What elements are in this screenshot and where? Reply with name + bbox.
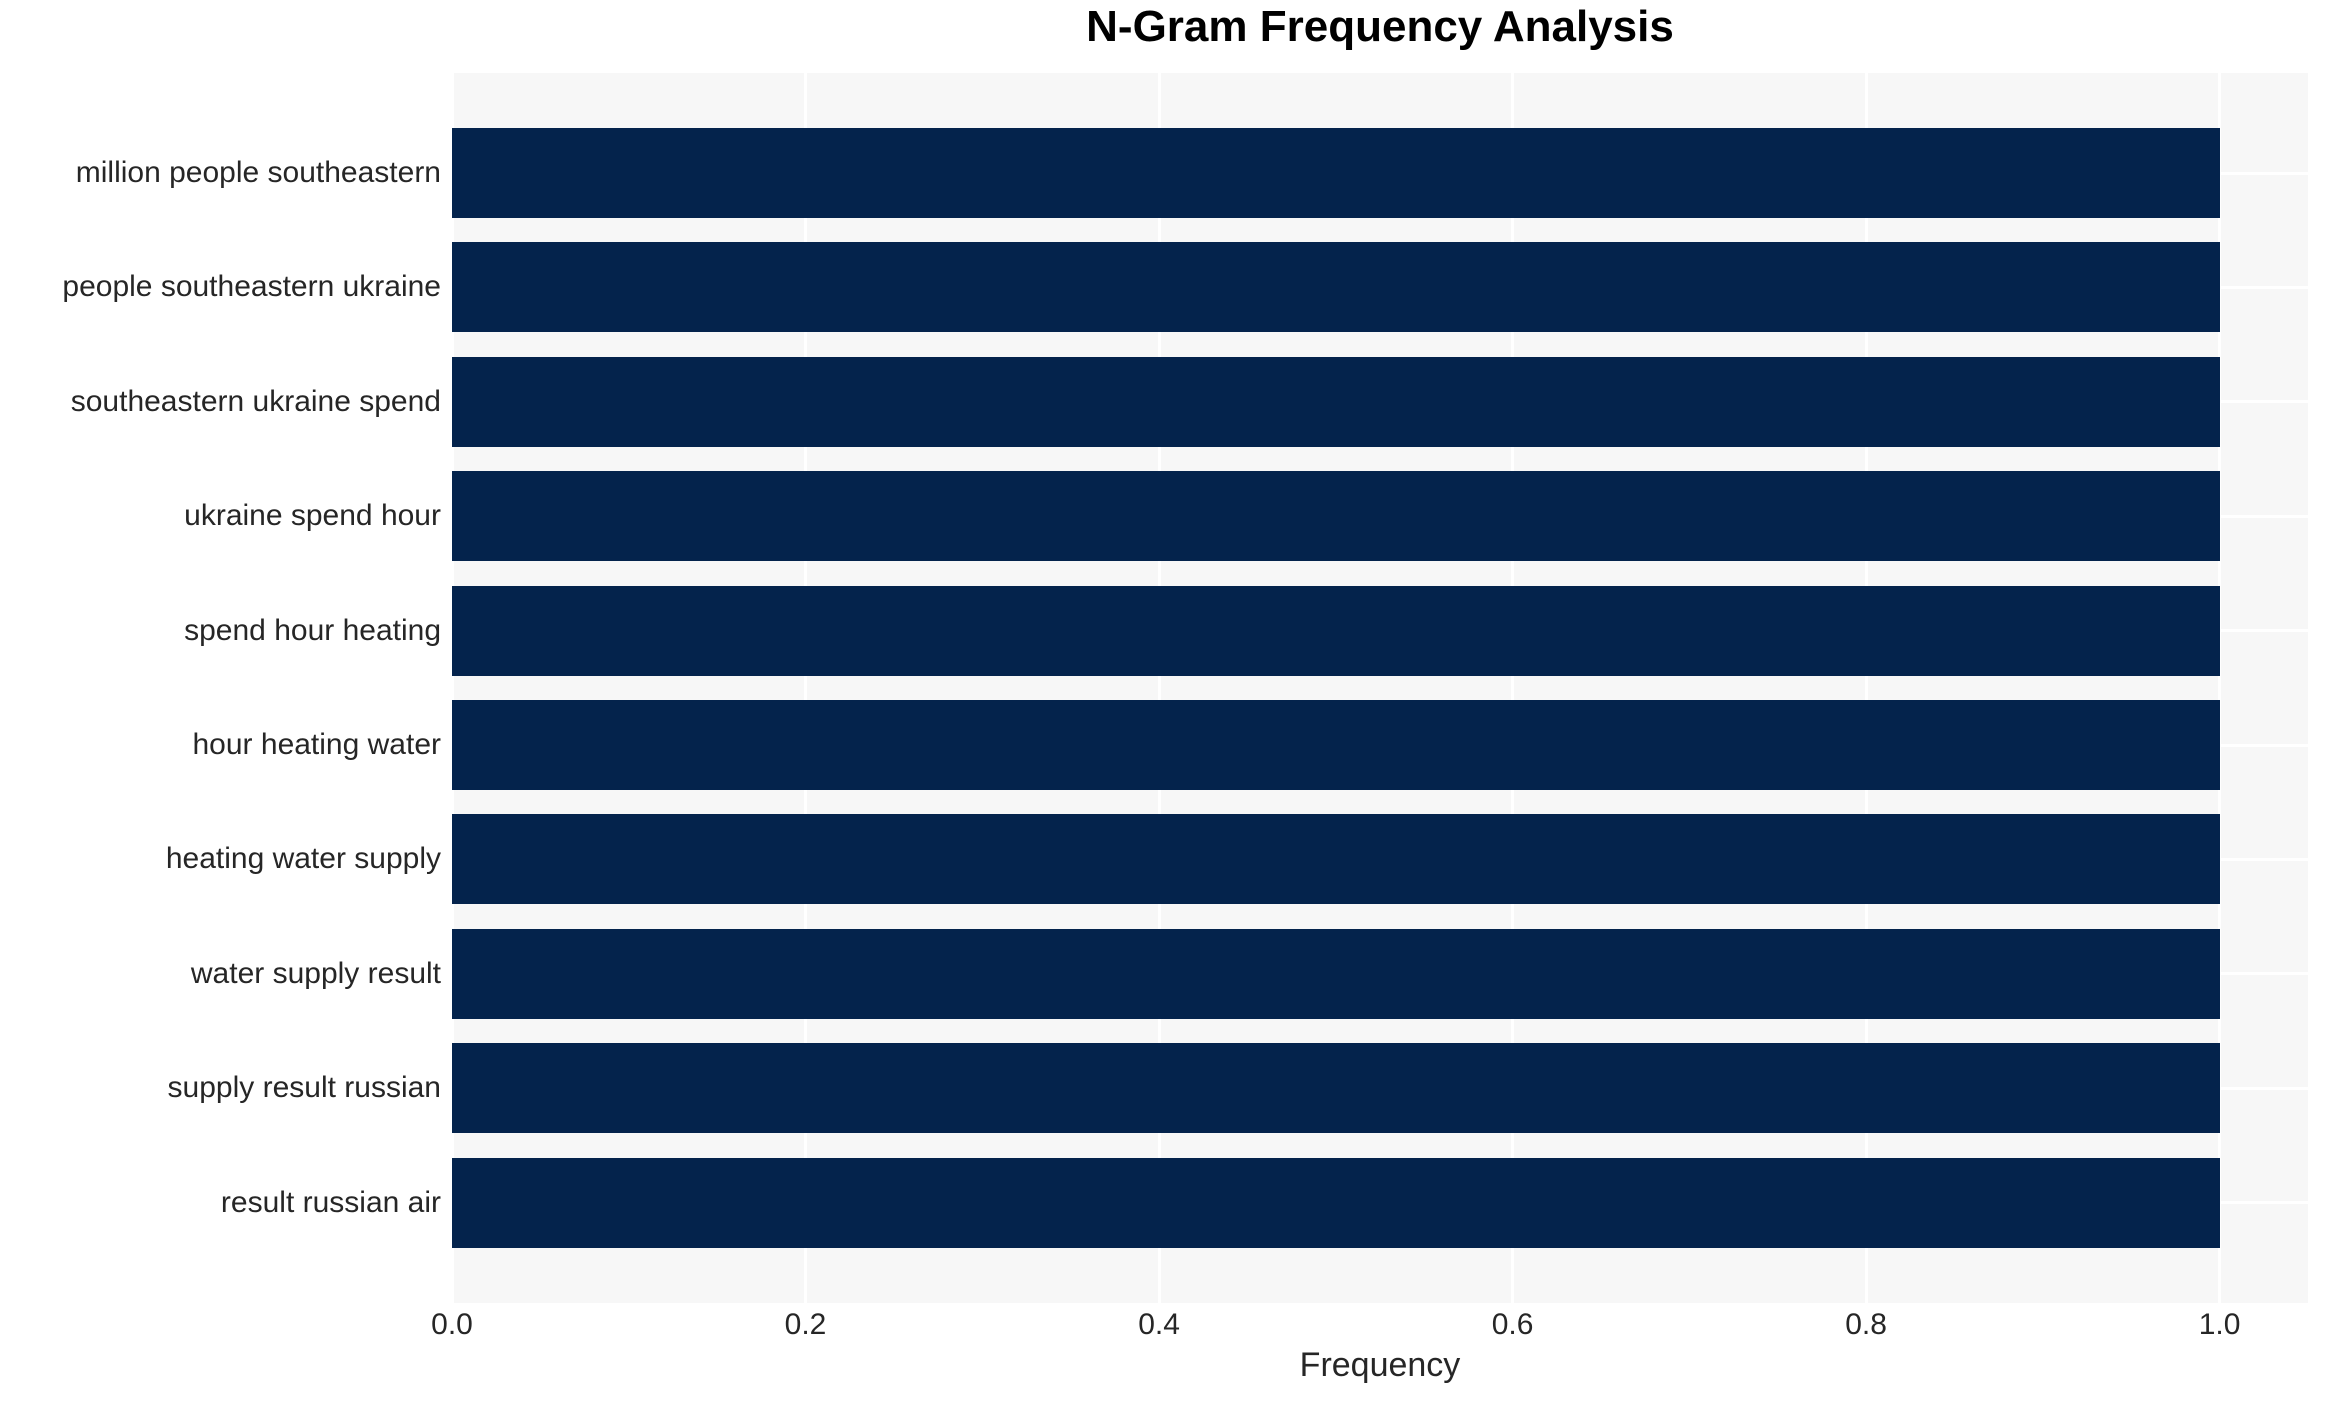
bar-heating-water-supply — [452, 814, 2220, 905]
y-tick-label: hour heating water — [192, 728, 442, 761]
x-tick-label: 1.0 — [2198, 1308, 2241, 1341]
bar-million-people-southeastern — [452, 128, 2220, 218]
x-tick-label: 0.2 — [784, 1308, 827, 1341]
x-tick-label: 0.6 — [1491, 1308, 1534, 1341]
y-tick-label: people southeastern ukraine — [62, 270, 441, 304]
x-gridline — [1864, 73, 1868, 1303]
bar-result-russian-air — [452, 1157, 2220, 1248]
x-gridline — [804, 73, 808, 1303]
bar-southeastern-ukraine-spend — [452, 356, 2220, 447]
x-gridline — [2218, 73, 2222, 1303]
x-gridline — [450, 73, 454, 1303]
bar-supply-result-russian — [452, 1043, 2220, 1134]
y-tick-label: southeastern ukraine spend — [70, 384, 441, 418]
x-axis-title: Frequency — [1299, 1346, 1461, 1384]
chart-title: N-Gram Frequency Analysis — [1086, 2, 1674, 51]
y-tick-label: result russian air — [220, 1185, 441, 1219]
bar-water-supply-result — [452, 928, 2220, 1019]
y-tick-label: ukraine spend hour — [184, 499, 441, 533]
x-gridline — [1157, 73, 1161, 1303]
plot-area — [450, 73, 2308, 1303]
y-tick-label: supply result russian — [167, 1071, 441, 1105]
x-tick-label: 0.0 — [431, 1308, 473, 1341]
y-tick-label: million people southeastern — [75, 156, 441, 189]
bar-people-southeastern-ukraine — [452, 242, 2220, 333]
x-tick-label: 0.4 — [1138, 1308, 1180, 1341]
bar-hour-heating-water — [452, 700, 2220, 790]
bar-spend-hour-heating — [452, 585, 2220, 676]
y-tick-label: spend hour heating — [184, 613, 441, 647]
x-gridline — [1511, 73, 1515, 1303]
y-tick-label: water supply result — [190, 956, 441, 990]
y-tick-label: heating water supply — [165, 842, 441, 876]
bar-ukraine-spend-hour — [452, 471, 2220, 562]
x-tick-label: 0.8 — [1845, 1308, 1887, 1341]
